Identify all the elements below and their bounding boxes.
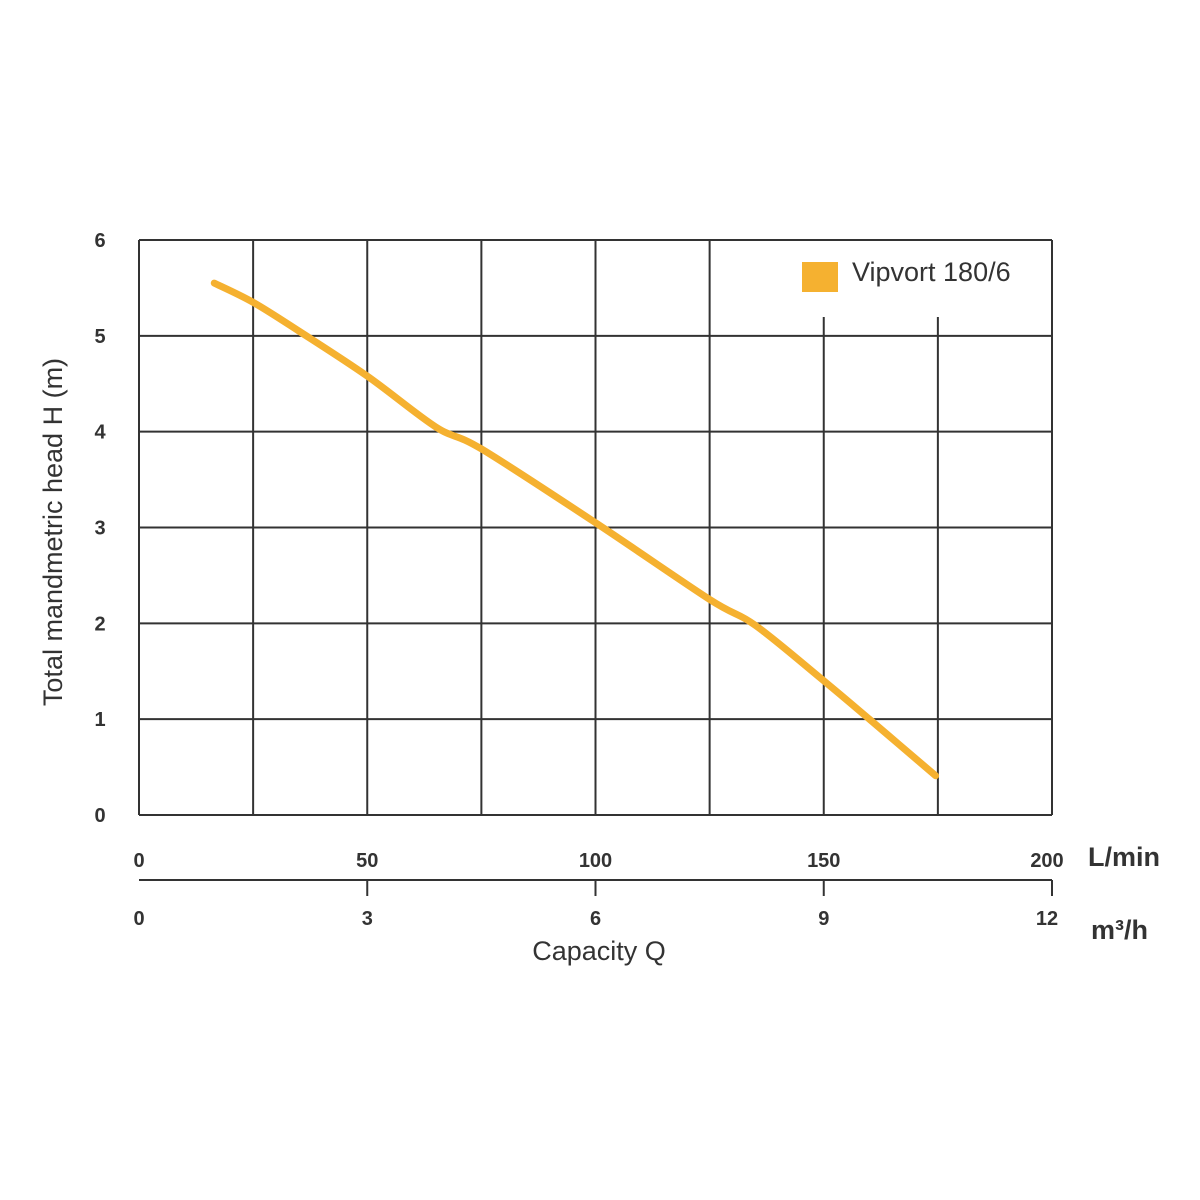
y-tick-label: 6 bbox=[94, 230, 105, 252]
x-tick-label-lmin: 100 bbox=[579, 850, 612, 872]
x-tick-label-lmin: 150 bbox=[807, 850, 840, 872]
legend-swatch bbox=[802, 262, 838, 292]
x-tick-label-lmin: 200 bbox=[1030, 850, 1063, 872]
y-tick-label: 3 bbox=[94, 518, 105, 540]
x-tick-labels: 0 50 100 150 200 bbox=[133, 850, 1063, 872]
series-line-vipvort-180-6 bbox=[210, 279, 940, 780]
x-tick-label-m3h: 9 bbox=[818, 908, 829, 930]
y-tick-label: 0 bbox=[94, 805, 105, 827]
plot-grid bbox=[138, 239, 1053, 816]
x-axis-label: Capacity Q bbox=[532, 936, 666, 966]
x-tick-label-lmin: 0 bbox=[133, 850, 144, 872]
y-tick-label: 2 bbox=[94, 613, 105, 635]
x-secondary-unit: m³/h bbox=[1091, 915, 1148, 945]
x-tick-label-lmin: 50 bbox=[356, 850, 378, 872]
x-tick-label-m3h: 3 bbox=[362, 908, 373, 930]
y-tick-label: 4 bbox=[94, 422, 106, 444]
legend-label: Vipvort 180/6 bbox=[852, 257, 1011, 287]
legend: Vipvort 180/6 bbox=[802, 257, 1011, 292]
y-tick-labels: 0 1 2 3 4 5 6 bbox=[94, 230, 106, 827]
x-tick-label-m3h: 0 bbox=[133, 908, 144, 930]
x-primary-unit: L/min bbox=[1088, 842, 1160, 872]
y-tick-label: 1 bbox=[94, 709, 105, 731]
y-axis-label: Total mandmetric head H (m) bbox=[38, 358, 68, 706]
curve-layer bbox=[210, 279, 940, 780]
y-tick-label: 5 bbox=[94, 326, 105, 348]
x-tick-label-m3h: 6 bbox=[590, 908, 601, 930]
x-tick-label-m3h: 12 bbox=[1036, 908, 1058, 930]
secondary-x-axis: 0 3 6 9 12 bbox=[133, 879, 1058, 930]
